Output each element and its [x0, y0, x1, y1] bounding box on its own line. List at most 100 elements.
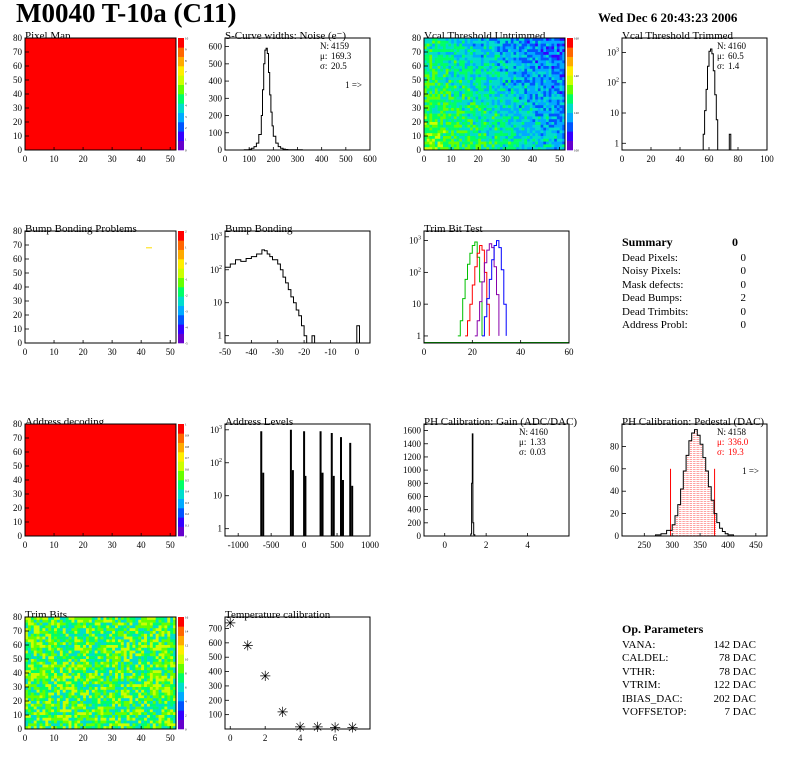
heatmap-cell [48, 622, 52, 626]
plot-frame [621, 423, 768, 537]
heatmap-cell [434, 105, 438, 109]
stat-key: N: [519, 427, 528, 437]
heatmap-cell [112, 625, 116, 629]
heatmap-cell [144, 636, 148, 640]
heatmap-cell [559, 124, 563, 128]
heatmap-cell [68, 670, 72, 674]
y-tick-label: 20 [13, 310, 23, 320]
heatmap-cell [123, 636, 127, 640]
heatmap-cell [513, 130, 517, 134]
heatmap-cell [470, 43, 474, 47]
x-tick-label: 250 [638, 540, 652, 550]
heatmap-cell [540, 110, 544, 114]
heatmap-cell [164, 661, 168, 665]
heatmap-cell [135, 670, 139, 674]
heatmap-cell [85, 684, 90, 688]
colorbar-tick-label: 0 [185, 728, 187, 732]
heatmap-cell [170, 619, 174, 623]
heatmap-cell [486, 49, 490, 53]
heatmap-cell [126, 659, 130, 663]
heatmap-cell [532, 108, 536, 112]
heatmap-cell [475, 74, 479, 78]
y-tick-label: 50 [13, 268, 23, 278]
heatmap-cell [25, 709, 29, 713]
heatmap-cell [527, 122, 531, 126]
heatmap-cell [25, 633, 29, 637]
heatmap-cell [508, 63, 512, 67]
heatmap-cell [480, 49, 484, 53]
heatmap-cell [56, 653, 61, 657]
heatmap-cell [527, 147, 531, 151]
heatmap-cell [489, 133, 493, 137]
colorbar-segment [178, 691, 184, 702]
heatmap-cell [451, 99, 455, 103]
heatmap-cell [459, 130, 463, 134]
heatmap-cell [138, 712, 142, 716]
heatmap-cell [546, 94, 550, 98]
heatmap-cell [161, 631, 165, 635]
heatmap-cell [77, 650, 81, 654]
heatmap-cell [459, 74, 463, 78]
heatmap-cell [527, 74, 531, 78]
heatmap-cell [27, 661, 32, 665]
heatmap-cell [77, 687, 81, 691]
heatmap-cell [123, 692, 127, 696]
heatmap-cell [56, 631, 61, 635]
colorbar-segment [178, 645, 184, 655]
heatmap-cell [426, 102, 430, 106]
heatmap-cell [442, 60, 446, 64]
heatmap-cell [529, 71, 533, 75]
heatmap-cell [62, 726, 66, 730]
heatmap-cell [85, 645, 90, 649]
heatmap-cell [494, 38, 498, 42]
heatmap-cell [437, 49, 441, 53]
heatmap-cell [103, 631, 107, 635]
heatmap-cell [138, 642, 142, 646]
heatmap-cell [100, 709, 104, 713]
heatmap-cell [532, 40, 536, 44]
heatmap-cell [146, 628, 151, 632]
heatmap-cell [65, 709, 69, 713]
heatmap-cell [442, 116, 446, 120]
heatmap-cell [33, 698, 37, 702]
heatmap-cell [554, 49, 558, 53]
heatmap-cell [45, 684, 49, 688]
heatmap-cell [138, 689, 142, 693]
y-tick-label: 102 [607, 78, 619, 88]
heatmap-cell [467, 127, 471, 131]
heatmap-cell [161, 720, 165, 724]
heatmap-cell [112, 703, 116, 707]
heatmap-cell [546, 80, 550, 84]
heatmap-cell [39, 723, 43, 727]
heatmap-cell [494, 40, 498, 44]
stat-key: σ: [717, 447, 724, 457]
heatmap-cell [152, 628, 156, 632]
heatmap-cell [543, 74, 547, 78]
heatmap-cell [442, 122, 446, 126]
heatmap-cell [491, 77, 495, 81]
heatmap-cell [56, 684, 61, 688]
heatmap-cell [126, 664, 130, 668]
heatmap-cell [467, 52, 471, 56]
heatmap-cell [467, 94, 471, 98]
heatmap-cell [68, 645, 72, 649]
heatmap-cell [489, 113, 493, 117]
heatmap-cell [505, 108, 509, 112]
heatmap-cell [74, 698, 78, 702]
heatmap-cell [551, 91, 555, 95]
heatmap-cell [135, 619, 139, 623]
heatmap-cell [537, 38, 541, 42]
heatmap-cell [42, 701, 46, 705]
heatmap-cell [480, 147, 484, 151]
heatmap-cell [152, 653, 156, 657]
x-tick-label: 0 [228, 733, 233, 743]
heatmap-cell [155, 709, 159, 713]
colorbar-segment [178, 75, 184, 85]
heatmap-cell [42, 689, 46, 693]
heatmap-cell [77, 717, 81, 721]
heatmap-cell [518, 85, 522, 89]
heatmap-cell [120, 681, 125, 685]
heatmap-cell [456, 113, 460, 117]
heatmap-cell [120, 715, 125, 719]
